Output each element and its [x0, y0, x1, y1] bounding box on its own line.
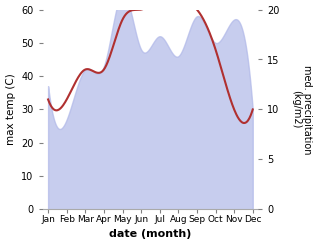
X-axis label: date (month): date (month) [109, 230, 192, 239]
Y-axis label: max temp (C): max temp (C) [5, 74, 16, 145]
Y-axis label: med. precipitation
(kg/m2): med. precipitation (kg/m2) [291, 65, 313, 154]
